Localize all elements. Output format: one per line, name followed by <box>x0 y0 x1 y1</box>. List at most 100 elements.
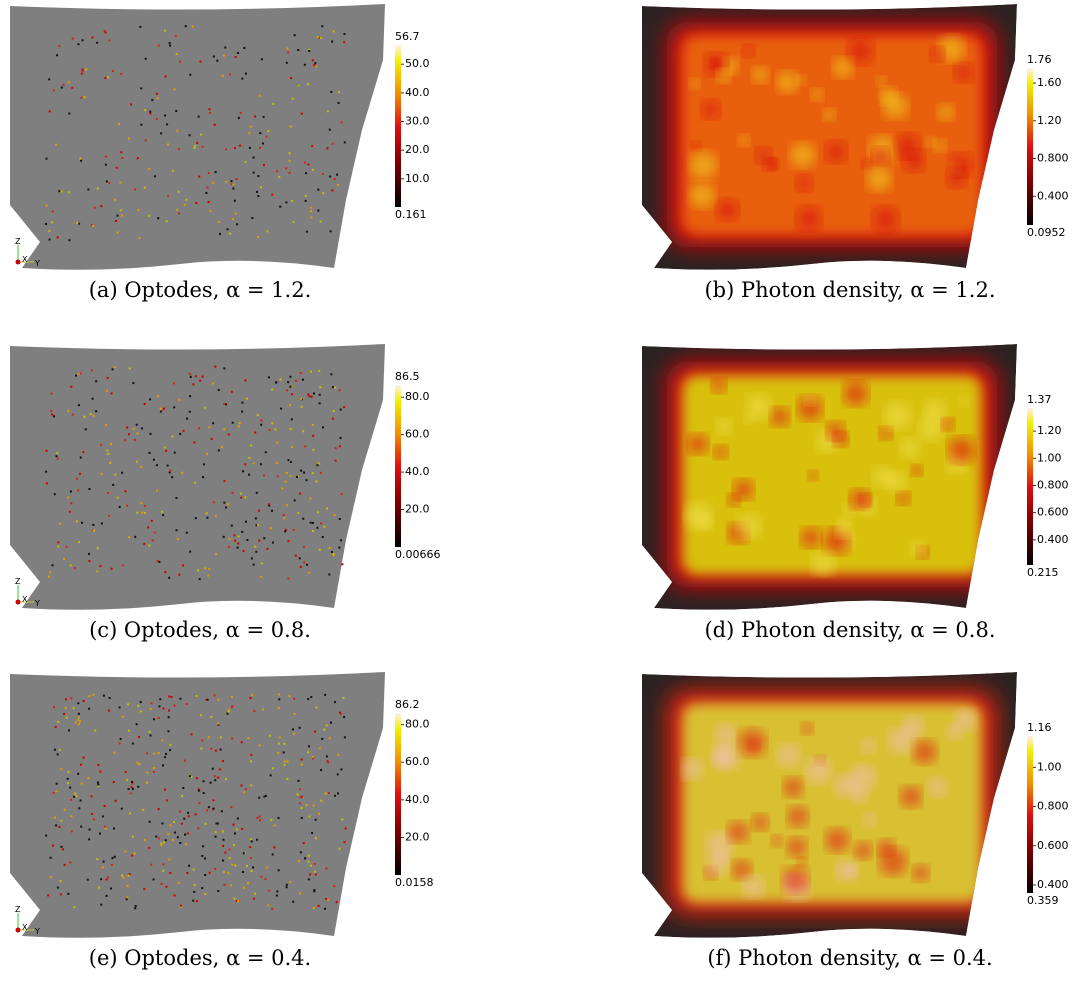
optode <box>120 738 122 740</box>
optode <box>76 222 78 224</box>
axis-x <box>16 600 21 605</box>
optode <box>292 728 294 730</box>
optode <box>307 698 309 700</box>
optode <box>149 821 151 823</box>
optode <box>229 538 231 540</box>
optode <box>99 770 101 772</box>
optode <box>343 41 345 43</box>
optode <box>330 230 332 232</box>
optode <box>340 437 342 439</box>
optode <box>196 777 198 779</box>
optode <box>315 873 317 875</box>
optode <box>63 713 65 715</box>
optode <box>237 52 239 54</box>
optode <box>248 132 250 134</box>
optode <box>285 481 287 483</box>
optode <box>192 900 194 902</box>
optode <box>338 102 340 104</box>
optode <box>167 143 169 145</box>
optode <box>133 428 135 430</box>
optode <box>230 806 232 808</box>
heat-blob <box>923 399 946 422</box>
optode <box>121 157 123 159</box>
optode <box>315 480 317 482</box>
optode <box>188 815 190 817</box>
optode <box>118 123 120 125</box>
optode <box>46 482 48 484</box>
optode <box>275 428 277 430</box>
colorbar-tick-label: 60.0 <box>405 428 430 441</box>
heat-blob <box>825 141 847 163</box>
optode <box>298 860 300 862</box>
colorbar-tick-label: 60.0 <box>405 755 430 768</box>
optode <box>210 782 212 784</box>
optode <box>187 832 189 834</box>
heat-blob <box>808 470 818 480</box>
optode <box>217 723 219 725</box>
colorbar <box>1027 408 1033 565</box>
optode <box>67 782 69 784</box>
optode <box>149 113 151 115</box>
optode <box>288 540 290 542</box>
optode <box>206 517 208 519</box>
optode <box>113 752 115 754</box>
optode <box>259 744 261 746</box>
optode <box>212 182 214 184</box>
optode <box>231 180 233 182</box>
optode <box>251 217 253 219</box>
optode <box>250 760 252 762</box>
optode <box>268 376 270 378</box>
heat-blob <box>717 69 731 83</box>
optode <box>141 512 143 514</box>
optode <box>153 718 155 720</box>
axis-label: X <box>22 923 28 932</box>
optode <box>305 804 307 806</box>
heat-blob <box>790 142 815 167</box>
axis-label: Y <box>34 927 40 936</box>
optode <box>72 414 74 416</box>
optode <box>48 230 50 232</box>
optode <box>241 78 243 80</box>
optode <box>204 874 206 876</box>
optode <box>294 499 296 501</box>
heat-blob <box>697 513 713 529</box>
optode <box>178 191 180 193</box>
colorbar-min: 0.161 <box>395 208 427 221</box>
heat-blob <box>801 722 813 734</box>
optode <box>68 81 70 83</box>
optode <box>140 701 142 703</box>
optode <box>67 496 69 498</box>
heat-blob <box>711 378 726 393</box>
optode <box>82 451 84 453</box>
optode <box>319 394 321 396</box>
heat-blob <box>782 867 808 893</box>
optode <box>210 748 212 750</box>
optode <box>328 792 330 794</box>
optode <box>163 708 165 710</box>
optode <box>269 735 271 737</box>
caption: (a) Optodes, α = 1.2. <box>89 278 312 302</box>
optode <box>191 733 193 735</box>
optode <box>140 710 142 712</box>
optode <box>234 147 236 149</box>
optode <box>83 700 85 702</box>
colorbar-tick-label: 0.400 <box>1037 533 1069 546</box>
optode <box>79 158 81 160</box>
optode <box>154 175 156 177</box>
optode <box>322 173 324 175</box>
optode <box>219 768 221 770</box>
optode <box>159 698 161 700</box>
optode <box>314 871 316 873</box>
optode <box>122 716 124 718</box>
optode <box>111 392 113 394</box>
optode <box>53 706 55 708</box>
optode <box>55 726 57 728</box>
colorbar-tick-label: 0.800 <box>1037 152 1069 165</box>
heat-blob <box>911 465 923 477</box>
optode <box>91 36 93 38</box>
optode <box>245 73 247 75</box>
optode <box>292 98 294 100</box>
optode <box>218 221 220 223</box>
optode <box>70 799 72 801</box>
